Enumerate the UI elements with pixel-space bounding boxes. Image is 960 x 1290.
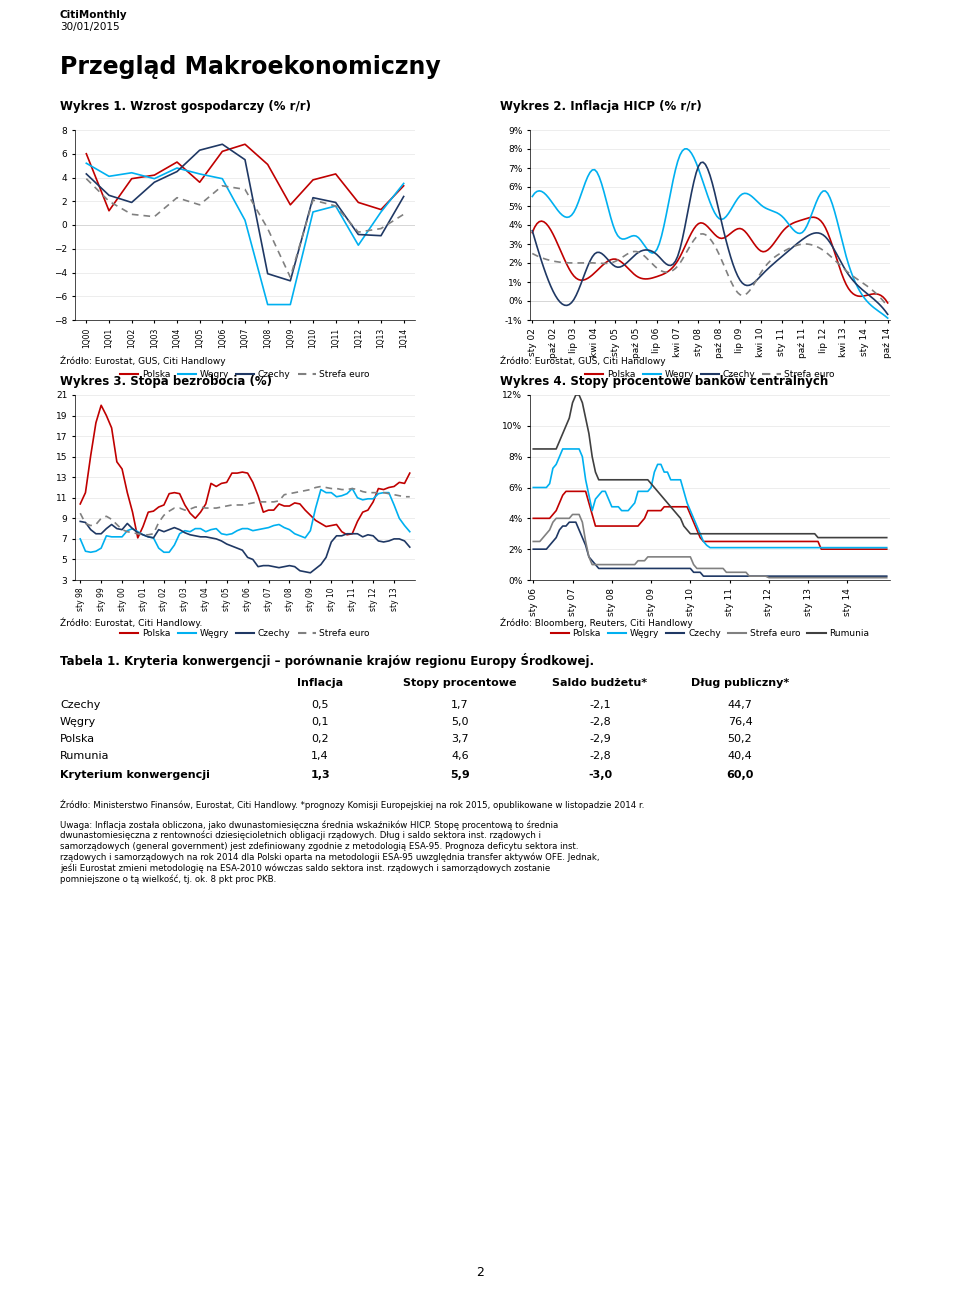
Text: Źródło: Eurostat, GUS, Citi Handlowy: Źródło: Eurostat, GUS, Citi Handlowy	[60, 355, 226, 365]
Text: Rumunia: Rumunia	[60, 751, 109, 761]
Text: Źródło: Ministerstwo Finansów, Eurostat, Citi Handlowy. *prognozy Komisji Europe: Źródło: Ministerstwo Finansów, Eurostat,…	[60, 800, 644, 810]
Legend: Polska, Węgry, Czechy, Strefa euro: Polska, Węgry, Czechy, Strefa euro	[117, 626, 373, 641]
Text: 2: 2	[476, 1267, 484, 1280]
Text: 1,3: 1,3	[310, 770, 330, 780]
Text: 0,5: 0,5	[311, 700, 328, 710]
Text: 0,1: 0,1	[311, 717, 328, 728]
Text: Wykres 1. Wzrost gospodarczy (% r/r): Wykres 1. Wzrost gospodarczy (% r/r)	[60, 101, 311, 114]
Text: 3,7: 3,7	[451, 734, 468, 744]
Text: CitiMonthly: CitiMonthly	[60, 10, 128, 21]
Text: Czechy: Czechy	[60, 700, 101, 710]
Legend: Polska, Węgry, Czechy, Strefa euro: Polska, Węgry, Czechy, Strefa euro	[117, 366, 373, 383]
Text: Wykres 2. Inflacja HICP (% r/r): Wykres 2. Inflacja HICP (% r/r)	[500, 101, 702, 114]
Text: Kryterium konwergencji: Kryterium konwergencji	[60, 770, 210, 780]
Text: 4,6: 4,6	[451, 751, 468, 761]
Text: Wykres 4. Stopy procentowe banków centralnych: Wykres 4. Stopy procentowe banków centra…	[500, 375, 828, 388]
Text: Źródło: Bloomberg, Reuters, Citi Handlowy: Źródło: Bloomberg, Reuters, Citi Handlow…	[500, 618, 693, 628]
Text: Saldo budżetu*: Saldo budżetu*	[552, 679, 648, 688]
Text: Tabela 1. Kryteria konwergencji – porównanie krajów regionu Europy Środkowej.: Tabela 1. Kryteria konwergencji – porówn…	[60, 653, 594, 668]
Legend: Polska, Węgry, Czechy, Strefa euro, Rumunia: Polska, Węgry, Czechy, Strefa euro, Rumu…	[547, 626, 873, 641]
Text: Polska: Polska	[60, 734, 95, 744]
Legend: Polska, Węgry, Czechy, Strefa euro: Polska, Węgry, Czechy, Strefa euro	[582, 366, 838, 383]
Text: -2,1: -2,1	[589, 700, 611, 710]
Text: 44,7: 44,7	[728, 700, 753, 710]
Text: 30/01/2015: 30/01/2015	[60, 22, 120, 32]
Text: 1,7: 1,7	[451, 700, 468, 710]
Text: -3,0: -3,0	[588, 770, 612, 780]
Text: Stopy procentowe: Stopy procentowe	[403, 679, 516, 688]
Text: 5,9: 5,9	[450, 770, 469, 780]
Text: Źródło: Eurostat, Citi Handlowy.: Źródło: Eurostat, Citi Handlowy.	[60, 618, 203, 628]
Text: Dług publiczny*: Dług publiczny*	[691, 679, 789, 688]
Text: -2,9: -2,9	[589, 734, 611, 744]
Text: Inflacja: Inflacja	[297, 679, 343, 688]
Text: Przegląd Makroekonomiczny: Przegląd Makroekonomiczny	[60, 55, 441, 79]
Text: 5,0: 5,0	[451, 717, 468, 728]
Text: -2,8: -2,8	[589, 717, 611, 728]
Text: 50,2: 50,2	[728, 734, 753, 744]
Text: Węgry: Węgry	[60, 717, 96, 728]
Text: Uwaga: Inflacja została obliczona, jako dwunastomiesięczna średnia wskaźników HI: Uwaga: Inflacja została obliczona, jako …	[60, 820, 599, 884]
Text: 1,4: 1,4	[311, 751, 329, 761]
Text: Źródło: Eurostat, GUS, Citi Handlowy: Źródło: Eurostat, GUS, Citi Handlowy	[500, 355, 665, 365]
Text: 40,4: 40,4	[728, 751, 753, 761]
Text: -2,8: -2,8	[589, 751, 611, 761]
Text: 60,0: 60,0	[727, 770, 754, 780]
Text: 0,2: 0,2	[311, 734, 329, 744]
Text: Wykres 3. Stopa bezrobocia (%): Wykres 3. Stopa bezrobocia (%)	[60, 375, 272, 388]
Text: 76,4: 76,4	[728, 717, 753, 728]
